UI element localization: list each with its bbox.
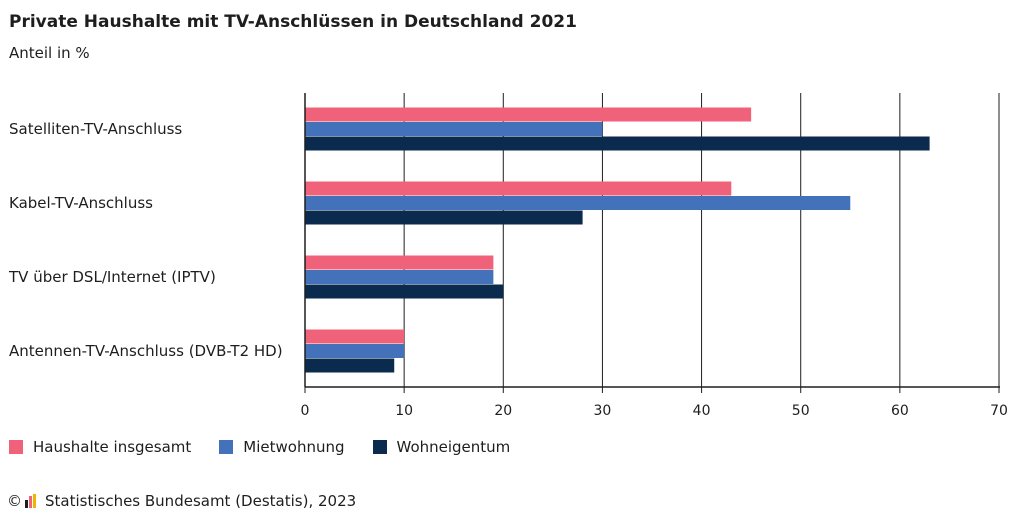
legend-item: Haushalte insgesamt	[9, 438, 191, 456]
bar	[305, 181, 732, 196]
copyright-icon: ©	[7, 492, 22, 510]
bar	[305, 255, 494, 270]
x-tick-label: 60	[891, 403, 909, 419]
bars	[305, 107, 930, 373]
bar	[305, 210, 583, 225]
x-tick-label: 40	[693, 403, 711, 419]
legend-swatch	[9, 440, 23, 454]
bar	[305, 270, 494, 284]
x-tick-label: 20	[494, 403, 512, 419]
category-label: Kabel-TV-Anschluss	[9, 194, 153, 212]
chart-title: Private Haushalte mit TV-Anschlüssen in …	[9, 12, 577, 32]
category-label: Satelliten-TV-Anschluss	[9, 120, 182, 138]
source-text: Statistisches Bundesamt (Destatis), 2023	[45, 492, 357, 510]
x-tick-label: 10	[395, 403, 413, 419]
destatis-logo-icon	[25, 494, 36, 508]
bar	[305, 136, 930, 151]
legend-item: Wohneigentum	[372, 438, 511, 456]
bar	[305, 196, 851, 210]
bar	[305, 122, 603, 136]
bar	[305, 358, 395, 373]
chart-subtitle: Anteil in %	[9, 44, 90, 62]
bar	[305, 107, 752, 122]
legend-label: Wohneigentum	[396, 438, 511, 456]
legend-swatch	[372, 440, 387, 454]
legend: Haushalte insgesamt Mietwohnung Wohneigent…	[9, 438, 538, 456]
bar	[305, 329, 405, 344]
legend-swatch	[219, 440, 234, 454]
legend-label: Haushalte insgesamt	[33, 438, 192, 456]
category-label: TV über DSL/Internet (IPTV)	[8, 268, 216, 286]
legend-item: Mietwohnung	[219, 438, 345, 456]
source-line: © Statistisches Bundesamt (Destatis), 20…	[7, 492, 356, 510]
x-axis: 0 10 20 30 40 50 60 70	[301, 93, 1008, 419]
bar	[305, 284, 504, 299]
x-tick-label: 50	[792, 403, 810, 419]
bar-chart: Satelliten-TV-Anschluss Kabel-TV-Anschlus…	[8, 93, 1008, 419]
x-tick-label: 0	[301, 403, 310, 419]
x-tick-label: 30	[594, 403, 612, 419]
category-labels: Satelliten-TV-Anschluss Kabel-TV-Anschlus…	[8, 120, 283, 360]
x-tick-label: 70	[990, 403, 1008, 419]
bar	[305, 344, 405, 358]
legend-label: Mietwohnung	[243, 438, 345, 456]
category-label: Antennen-TV-Anschluss (DVB-T2 HD)	[9, 342, 283, 360]
